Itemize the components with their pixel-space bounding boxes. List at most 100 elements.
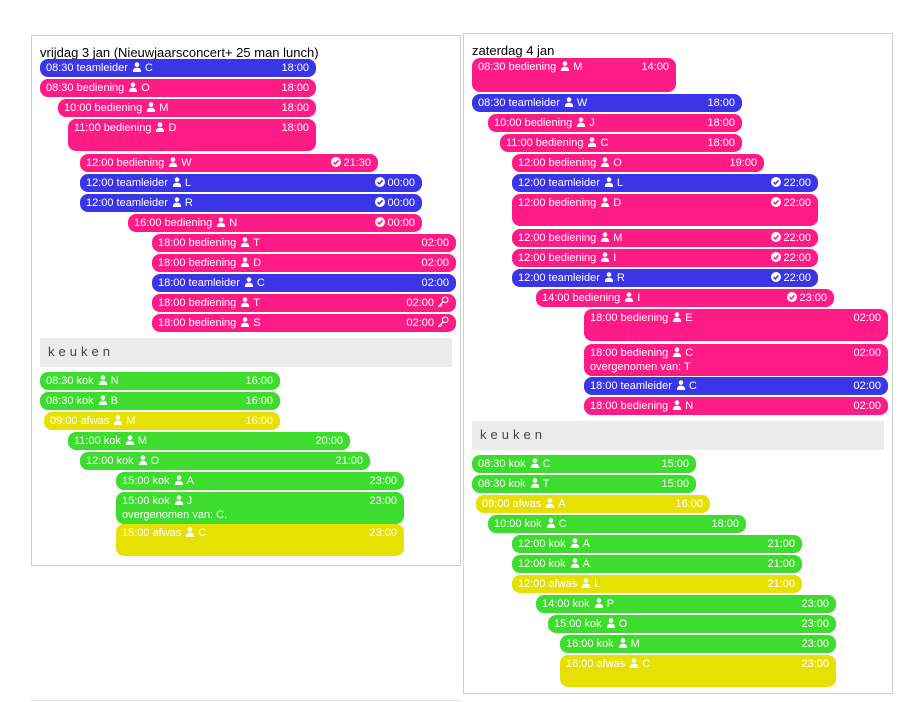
shift-role: kok (103, 435, 121, 447)
shift-end: 18:00 (707, 97, 735, 109)
person-icon (676, 380, 686, 390)
key-icon[interactable] (437, 296, 449, 308)
shift-block[interactable]: 12:00 teamleider L 22:00 (512, 174, 818, 192)
shift-start: 18:00 (158, 317, 186, 329)
person-icon (114, 415, 123, 425)
shift-start: 11:00 (506, 137, 533, 149)
person-icon (156, 122, 165, 132)
kitchen-shift[interactable]: 15:00 kok A 23:00 (116, 472, 404, 490)
kitchen-shift[interactable]: 08:30 kok C 15:00 (472, 455, 696, 473)
person-name: N (229, 217, 238, 229)
shift-end: 18:00 (281, 122, 309, 134)
person-name: C (256, 277, 265, 289)
shift-end: 23:00 (369, 475, 397, 487)
shift-block[interactable]: 12:00 teamleider L 00:00 (80, 174, 422, 192)
shift-block[interactable]: 12:00 bediening I 22:00 (512, 249, 818, 267)
person-name: T (542, 478, 550, 490)
shift-end: 22:00 (783, 177, 811, 189)
person-icon (601, 157, 610, 167)
key-icon[interactable] (437, 316, 449, 328)
kitchen-shift[interactable]: 09:00 afwas A 16:00 (476, 495, 710, 513)
shift-block[interactable]: 14:00 bediening I 23:00 (536, 289, 834, 307)
shift-block[interactable]: 12:00 teamleider R 22:00 (512, 269, 818, 287)
person-name: D (168, 122, 177, 134)
shift-block[interactable]: 11:00 bediening D 18:00 (68, 119, 316, 151)
person-name: I (613, 252, 617, 264)
shift-block[interactable]: 08:30 teamleider C 18:00 (40, 59, 316, 77)
shift-role: kok (572, 598, 590, 610)
kitchen-shift[interactable]: 15:00 kok O 23:00 (548, 615, 836, 633)
person-name: I (637, 292, 641, 304)
shift-block[interactable]: 08:30 bediening M 14:00 (472, 58, 676, 92)
kitchen-shift[interactable]: 08:30 kok T 15:00 (472, 475, 696, 493)
shift-block[interactable]: 18:00 bediening D 02:00 (152, 254, 456, 272)
shift-end: 15:00 (661, 478, 689, 490)
shift-role: bediening (188, 297, 237, 309)
shift-block[interactable]: 12:00 bediening W 21:30 (80, 154, 378, 172)
shift-start: 12:00 (518, 197, 546, 209)
kitchen-shift[interactable]: 12:00 kok A 21:00 (512, 555, 802, 573)
day-title: vrijdag 3 jan (Nieuwjaarsconcert+ 25 man… (40, 45, 319, 60)
shift-start: 15:00 (122, 475, 150, 487)
shift-block[interactable]: 18:00 bediening E 02:00 (584, 309, 888, 341)
shift-start: 10:00 (494, 117, 522, 129)
divider (31, 700, 461, 701)
kitchen-shift[interactable]: 16:00 afwas C 23:00 (560, 655, 836, 687)
person-icon (129, 82, 138, 92)
kitchen-shift[interactable]: 08:30 kok N 16:00 (40, 372, 280, 390)
shift-block[interactable]: 08:30 bediening O 18:00 (40, 79, 316, 97)
shift-block[interactable]: 18:00 teamleider C 02:00 (584, 377, 888, 395)
shift-end: 16:00 (675, 498, 703, 510)
shift-block[interactable]: 12:00 bediening D 22:00 (512, 194, 818, 226)
shift-block[interactable]: 18:00 bediening T 02:00 (152, 234, 456, 252)
shift-block[interactable]: 18:00 bediening T 02:00 (152, 294, 456, 312)
shift-block[interactable]: 18:00 bediening N 02:00 (584, 397, 888, 415)
kitchen-shift[interactable]: 12:00 kok A 21:00 (512, 535, 802, 553)
shift-role: teamleider (116, 177, 168, 189)
shift-block[interactable]: 12:00 bediening M 22:00 (512, 229, 818, 247)
kitchen-shift[interactable]: 09:00 afwas M 16:00 (44, 412, 280, 430)
shift-block[interactable]: 12:00 bediening O 19:00 (512, 154, 764, 172)
shift-end: 18:00 (707, 117, 735, 129)
person-icon (618, 638, 627, 648)
shift-block[interactable]: 08:30 teamleider W 18:00 (472, 94, 742, 112)
shift-role: afwas (512, 498, 542, 510)
person-icon (546, 518, 555, 528)
shift-block[interactable]: 10:00 bediening J 18:00 (488, 114, 742, 132)
shift-block[interactable]: 18:00 bediening S 02:00 (152, 314, 456, 332)
person-icon (546, 498, 555, 508)
shift-role: kok (76, 375, 94, 387)
person-name: D (613, 197, 622, 209)
shift-role: bediening (94, 102, 143, 114)
shift-start: 15:00 (122, 527, 150, 539)
kitchen-shift[interactable]: 10:00 kok C 18:00 (488, 515, 746, 533)
shift-start: 08:30 (478, 478, 506, 490)
person-icon (673, 400, 682, 410)
person-icon (98, 395, 107, 405)
check-circle-icon (375, 217, 386, 227)
day-panel-saturday: zaterdag 4 jan 08:30 bediening M 14:00 08:30… (463, 33, 893, 694)
shift-start: 16:00 (566, 638, 594, 650)
kitchen-shift[interactable]: 12:00 kok O 21:00 (80, 452, 370, 470)
shift-role: teamleider (620, 380, 672, 392)
kitchen-shift[interactable]: 16:00 kok M 23:00 (560, 635, 836, 653)
shift-block[interactable]: 16:00 bediening N 00:00 (128, 214, 422, 232)
person-icon (186, 527, 195, 537)
person-icon (125, 435, 135, 445)
shift-block[interactable]: 12:00 teamleider R 00:00 (80, 194, 422, 212)
person-icon (241, 237, 250, 247)
shift-end: 18:00 (281, 62, 309, 74)
kitchen-shift[interactable]: 15:00 afwas C 23:00 (116, 524, 404, 556)
kitchen-shift[interactable]: 12:00 afwas L 21:00 (512, 575, 802, 593)
kitchen-shift[interactable]: 08:30 kok B 16:00 (40, 392, 280, 410)
kitchen-shift[interactable]: 11:00 kok M 20:00 (68, 432, 350, 450)
kitchen-shift[interactable]: 14:00 kok P 23:00 (536, 595, 836, 613)
shift-end: 23:00 (801, 638, 829, 650)
shift-start: 18:00 (158, 257, 186, 269)
shift-block[interactable]: 11:00 bediening C 18:00 (500, 134, 742, 152)
person-icon (530, 458, 539, 468)
shift-block[interactable]: 18:00 teamleider C 02:00 (152, 274, 456, 292)
shift-block[interactable]: 10:00 bediening M 18:00 (58, 99, 316, 117)
